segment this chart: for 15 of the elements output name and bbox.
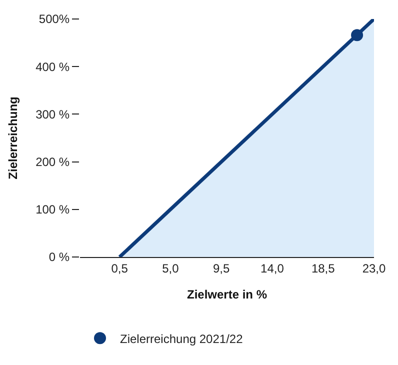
x-tick-label: 14,0 [260, 261, 284, 276]
y-tick-label: 300 % [36, 107, 70, 122]
y-tick-label: 0 % [48, 250, 70, 264]
y-tick-label: 100 % [36, 202, 70, 217]
x-tick-label: 9,5 [213, 261, 230, 276]
x-tick-label: 23,0 [362, 261, 386, 276]
y-tick-label: 500% [38, 12, 70, 26]
x-tick-label: 0,5 [111, 261, 128, 276]
x-tick-label: 5,0 [162, 261, 180, 276]
y-tick-label: 200 % [36, 155, 70, 169]
y-tick-label: 400 % [36, 60, 70, 74]
x-axis-title: Zielwerte in % [186, 287, 268, 302]
x-tick-label: 18,5 [311, 261, 336, 276]
legend-label: Zielerreichung 2021/22 [120, 332, 244, 346]
y-axis-title: Zielerreichung [6, 96, 20, 180]
